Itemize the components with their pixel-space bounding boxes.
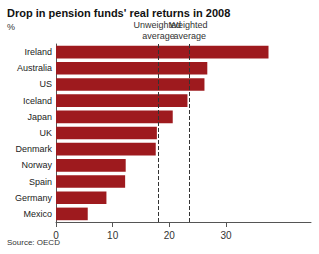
svg-text:Germany: Germany	[15, 193, 53, 203]
svg-text:30: 30	[220, 230, 232, 241]
svg-text:0: 0	[53, 229, 59, 241]
svg-text:Unweighted: Unweighted	[133, 19, 184, 30]
svg-text:average: average	[142, 31, 175, 41]
svg-text:Australia: Australia	[17, 63, 52, 73]
svg-text:Japan: Japan	[27, 112, 52, 122]
svg-text:20: 20	[164, 230, 176, 241]
svg-text:average: average	[173, 31, 206, 41]
svg-text:UK: UK	[39, 128, 52, 138]
svg-text:Iceland: Iceland	[23, 96, 52, 106]
svg-text:Source: OECD: Source: OECD	[7, 238, 60, 247]
svg-text:10: 10	[107, 230, 119, 241]
svg-text:%: %	[7, 22, 15, 32]
svg-text:Denmark: Denmark	[15, 144, 52, 154]
svg-text:US: US	[39, 79, 52, 89]
svg-text:Mexico: Mexico	[23, 209, 52, 219]
svg-text:Norway: Norway	[21, 160, 52, 170]
svg-text:Ireland: Ireland	[24, 47, 52, 57]
svg-text:Weighted: Weighted	[170, 20, 210, 30]
svg-text:Spain: Spain	[29, 177, 52, 187]
svg-text:Drop in pension funds' real re: Drop in pension funds' real returns in 2…	[7, 7, 230, 19]
